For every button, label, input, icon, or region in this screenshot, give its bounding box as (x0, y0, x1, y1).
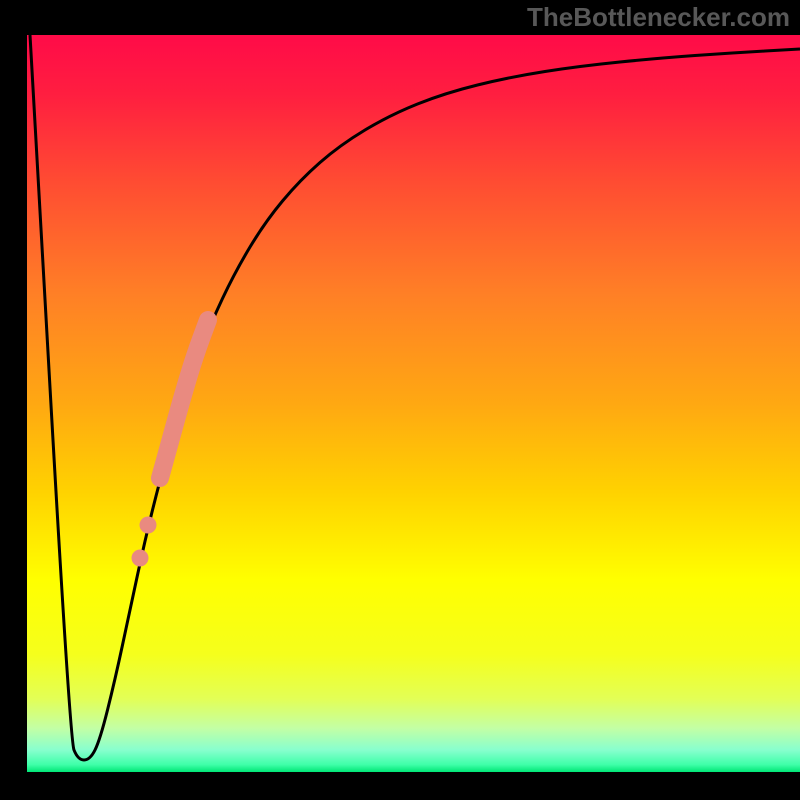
watermark-text: TheBottlenecker.com (527, 2, 790, 32)
plot-background (27, 35, 800, 772)
highlight-dot (140, 517, 157, 534)
highlight-dot (132, 550, 149, 567)
bottleneck-curve-chart: TheBottlenecker.com (0, 0, 800, 800)
chart-container: TheBottlenecker.com (0, 0, 800, 800)
